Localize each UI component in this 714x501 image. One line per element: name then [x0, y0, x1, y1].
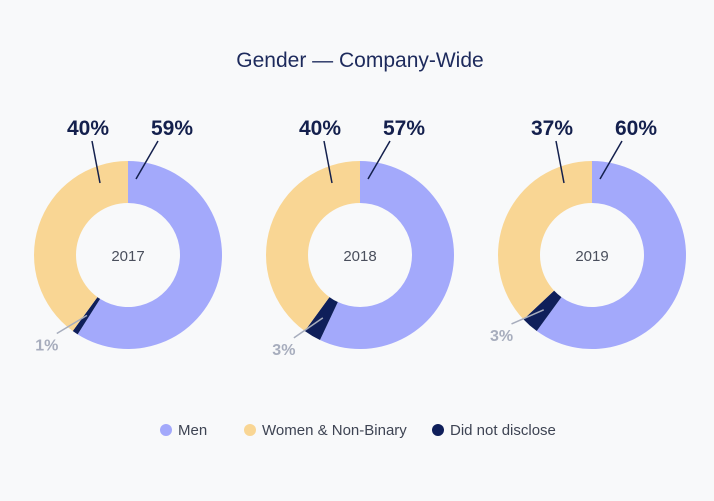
- label-men-2018: 57%: [383, 117, 425, 140]
- leader-women-2019: [555, 140, 565, 184]
- legend-swatch-women-and-non-binary: [244, 424, 256, 436]
- slice-women-and-non-binary-2017: [34, 161, 128, 332]
- legend-label-did-not-disclose: Did not disclose: [450, 422, 556, 439]
- slice-men-2019: [536, 161, 687, 350]
- slice-men-2018: [319, 161, 455, 349]
- donut-2019: 2019 60% 37% 3%: [490, 117, 687, 350]
- donut-2018: 2018 57% 40% 3%: [266, 117, 455, 359]
- label-women-2017: 40%: [67, 117, 109, 140]
- label-men-2017: 59%: [151, 117, 193, 140]
- leader-men-2019: [599, 140, 623, 180]
- slice-women-and-non-binary-2019: [497, 160, 592, 320]
- label-women-2019: 37%: [531, 117, 573, 140]
- legend-label-men: Men: [178, 422, 207, 439]
- legend-label-women-and-non-binary: Women & Non-Binary: [262, 422, 407, 439]
- year-label-2019: 2019: [575, 248, 608, 265]
- legend-swatch-did-not-disclose: [432, 424, 444, 436]
- leader-women-2018: [323, 140, 333, 184]
- year-label-2017: 2017: [111, 248, 144, 265]
- label-men-2019: 60%: [615, 117, 657, 140]
- leader-women-2017: [91, 140, 101, 184]
- leader-undisclosed-2018: [293, 317, 324, 339]
- slice-men-2017: [77, 161, 223, 350]
- label-undisclosed-2018: 3%: [272, 342, 295, 359]
- legend-swatch-men: [160, 424, 172, 436]
- leader-men-2018: [367, 140, 391, 180]
- chart-title: Gender — Company-Wide: [236, 49, 483, 72]
- donut-2017: 2017 59% 40% 1%: [34, 117, 223, 355]
- label-women-2018: 40%: [299, 117, 341, 140]
- label-undisclosed-2017: 1%: [35, 338, 58, 355]
- leader-men-2017: [135, 140, 159, 180]
- year-label-2018: 2018: [343, 248, 376, 265]
- label-undisclosed-2019: 3%: [490, 328, 513, 345]
- slice-women-and-non-binary-2018: [266, 160, 360, 332]
- leader-undisclosed-2017: [56, 314, 88, 335]
- legend: Men Women & Non-Binary Did not disclose: [160, 422, 556, 439]
- leader-undisclosed-2019: [511, 309, 545, 325]
